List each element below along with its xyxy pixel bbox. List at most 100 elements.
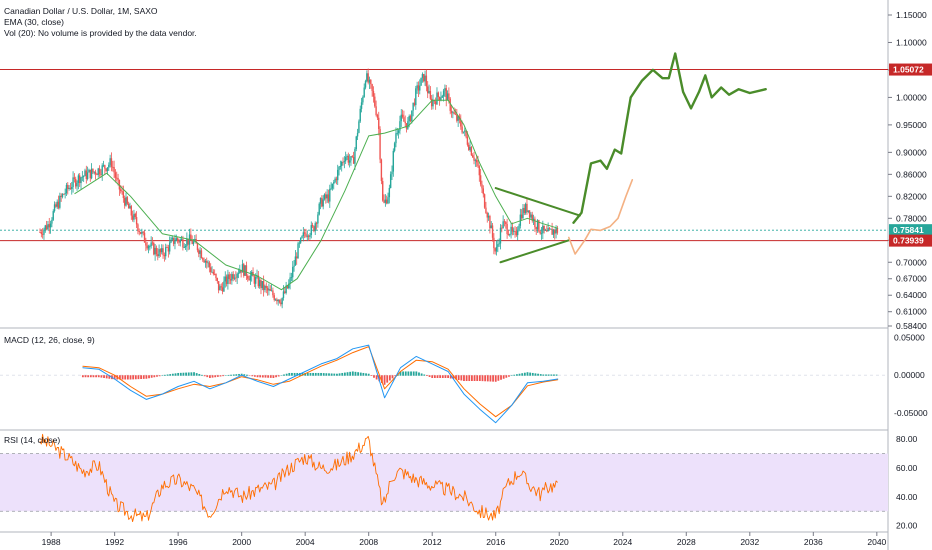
macd-histogram-bar bbox=[201, 374, 203, 376]
macd-histogram-bar bbox=[177, 372, 180, 376]
candle-body bbox=[254, 277, 257, 284]
candle-body bbox=[244, 265, 246, 276]
macd-histogram-bar bbox=[251, 375, 254, 377]
macd-histogram-bar bbox=[375, 375, 378, 380]
candle-body bbox=[118, 179, 121, 190]
candle-body bbox=[325, 194, 327, 199]
candle-body bbox=[528, 210, 531, 218]
candle-body bbox=[364, 81, 367, 88]
candle-body bbox=[420, 77, 422, 86]
macd-histogram-bar bbox=[550, 374, 553, 376]
candle-body bbox=[434, 101, 437, 105]
candle-body bbox=[106, 167, 109, 171]
candle-body bbox=[153, 242, 155, 255]
candle-body bbox=[88, 169, 90, 173]
macd-histogram-bar bbox=[418, 372, 420, 376]
macd-histogram-bar bbox=[330, 373, 333, 376]
macd-histogram-bar bbox=[304, 372, 307, 376]
candle-body bbox=[389, 174, 392, 188]
candle-body bbox=[429, 90, 432, 99]
macd-histogram-bar bbox=[547, 374, 550, 376]
time-axis[interactable]: 1988 1992 1996 2000 2004 2008 2012 2016 2020 2024… bbox=[42, 532, 887, 547]
candle-body bbox=[55, 204, 57, 207]
candle-body bbox=[433, 100, 436, 102]
candle-body bbox=[213, 273, 216, 275]
candle-body bbox=[101, 165, 103, 175]
candle-body bbox=[314, 223, 316, 232]
candle-body bbox=[215, 273, 217, 279]
candle-body bbox=[523, 207, 526, 213]
candle-body bbox=[282, 291, 285, 298]
macd-histogram-bar bbox=[275, 375, 277, 378]
macd-pane[interactable] bbox=[0, 344, 888, 424]
macd-histogram-bar bbox=[460, 375, 463, 381]
candle-body bbox=[519, 214, 522, 226]
candle-body bbox=[354, 149, 356, 164]
macd-histogram-bar bbox=[185, 372, 187, 376]
candle-body bbox=[135, 217, 138, 225]
macd-histogram-bar bbox=[539, 374, 542, 376]
candle-body bbox=[41, 233, 44, 235]
price-pane[interactable] bbox=[0, 52, 888, 309]
macd-histogram-bar bbox=[386, 375, 389, 383]
candle-body bbox=[516, 230, 519, 236]
macd-histogram-bar bbox=[81, 375, 84, 378]
candle-body bbox=[438, 96, 441, 101]
candle-body bbox=[63, 194, 65, 195]
candle-body bbox=[428, 90, 430, 94]
macd-y-tick-label: -0.05000 bbox=[894, 408, 928, 418]
candle-body bbox=[490, 225, 492, 229]
macd-histogram-bar bbox=[243, 374, 246, 376]
candle-body bbox=[356, 132, 359, 137]
macd-histogram-bar bbox=[415, 371, 418, 376]
macd-histogram-bar bbox=[126, 375, 129, 380]
candle-body bbox=[235, 277, 237, 279]
legend-ema: EMA (30, close) bbox=[4, 17, 64, 27]
candle-body bbox=[133, 213, 135, 220]
candle-body bbox=[257, 275, 260, 287]
candle-body bbox=[180, 239, 183, 240]
macd-histogram-bar bbox=[261, 375, 264, 378]
candle-body bbox=[344, 157, 347, 162]
candle-body bbox=[305, 233, 307, 237]
candle-body bbox=[441, 96, 443, 98]
macd-histogram-bar bbox=[227, 374, 230, 376]
candle-body bbox=[94, 171, 97, 175]
candle-body bbox=[158, 249, 160, 257]
y-tick-label: 1.00000 bbox=[896, 92, 927, 102]
candle-body bbox=[331, 183, 334, 189]
candle-body bbox=[258, 280, 261, 287]
macd-histogram-bar bbox=[471, 375, 473, 382]
price-axis[interactable]: 1.150001.100001.050001.000000.950000.900… bbox=[888, 10, 932, 531]
candle-body bbox=[415, 88, 417, 106]
candle-body bbox=[375, 106, 377, 116]
candle-body bbox=[423, 74, 425, 82]
macd-histogram-bar bbox=[529, 372, 532, 376]
macd-histogram-bar bbox=[153, 375, 156, 378]
candle-body bbox=[448, 93, 450, 99]
candle-body bbox=[80, 177, 82, 184]
trendline-drawing[interactable] bbox=[494, 187, 581, 217]
candle-body bbox=[547, 228, 549, 232]
rsi-pane[interactable] bbox=[0, 433, 888, 523]
candle-body bbox=[262, 280, 265, 291]
candle-body bbox=[183, 247, 185, 248]
x-tick-label: 1996 bbox=[169, 537, 188, 547]
macd-histogram-bar bbox=[97, 375, 100, 378]
macd-histogram-bar bbox=[108, 375, 111, 379]
candle-body bbox=[296, 256, 298, 259]
candle-body bbox=[200, 250, 203, 259]
candle-body bbox=[76, 182, 78, 187]
candle-body bbox=[425, 75, 428, 87]
macd-histogram-bar bbox=[367, 373, 370, 376]
candle-body bbox=[397, 130, 400, 133]
candle-body bbox=[301, 236, 303, 238]
candle-body bbox=[318, 203, 320, 215]
candle-body bbox=[383, 200, 385, 203]
candle-body bbox=[116, 177, 118, 179]
trendline-drawing[interactable] bbox=[499, 239, 570, 264]
candle-body bbox=[147, 246, 150, 249]
macd-histogram-bar bbox=[219, 375, 222, 377]
candle-body bbox=[212, 271, 215, 274]
macd-histogram-bar bbox=[362, 372, 365, 376]
